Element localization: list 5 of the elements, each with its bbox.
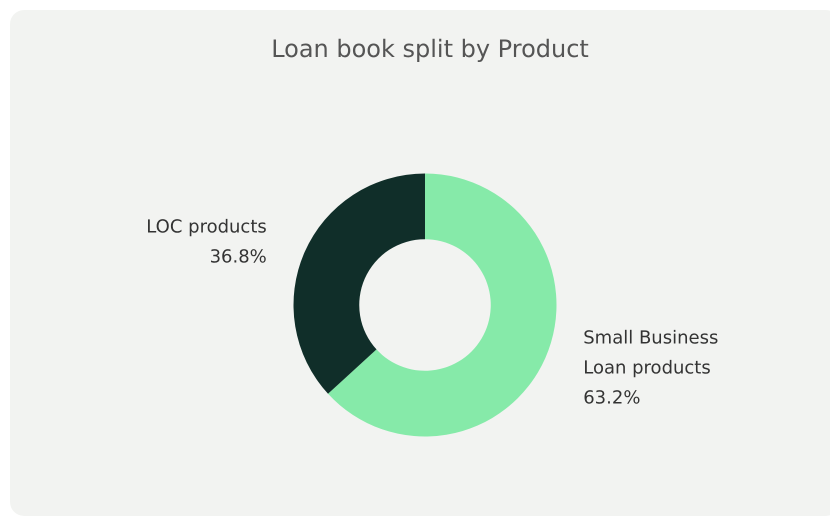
slice-label: Small Business Loan products [583,328,724,379]
chart-title: Loan book split by Product [271,35,589,63]
data-label: 36.8% [210,246,267,268]
slice-label: LOC products [146,216,267,238]
data-label: 63.2% [583,388,640,409]
